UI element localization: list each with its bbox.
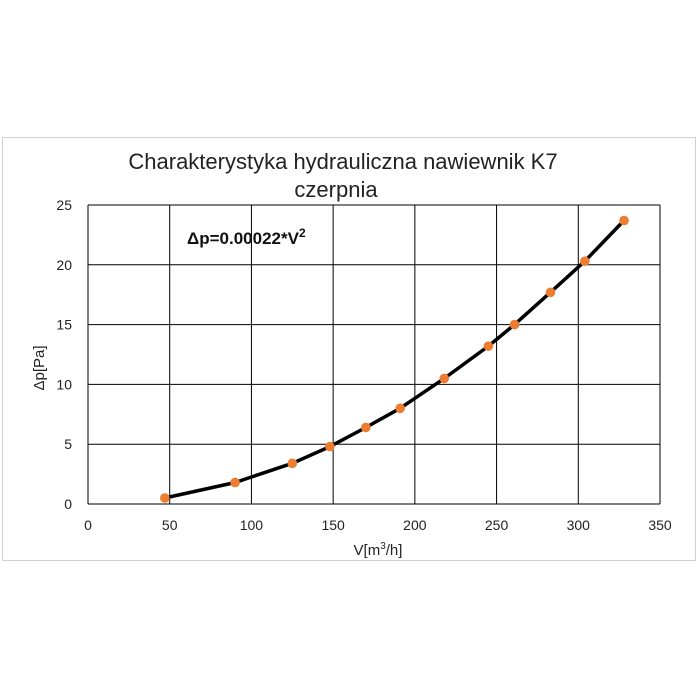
x-axis-label-exponent: 3 bbox=[380, 541, 386, 552]
data-point bbox=[619, 215, 629, 226]
y-tick-label: 25 bbox=[56, 197, 72, 213]
x-tick-label: 50 bbox=[162, 517, 178, 533]
tick-labels: 0 50 100 150 200 250 300 350 0 5 10 15 20 25 bbox=[56, 197, 671, 533]
x-tick-label: 100 bbox=[240, 517, 264, 533]
y-tick-label: 0 bbox=[64, 496, 72, 512]
equation-base: Δp=0.00022*V bbox=[187, 229, 300, 248]
series-line bbox=[163, 218, 626, 500]
x-axis-label-tail: /h] bbox=[386, 542, 403, 559]
x-tick-label: 300 bbox=[567, 517, 591, 533]
grid bbox=[87, 204, 661, 505]
chart-frame: Charakterystyka hydrauliczna nawiewnik K… bbox=[2, 137, 696, 561]
x-tick-label: 0 bbox=[84, 517, 92, 533]
x-tick-label: 150 bbox=[321, 517, 345, 533]
chart-svg: Charakterystyka hydrauliczna nawiewnik K… bbox=[31, 149, 672, 559]
data-point bbox=[580, 256, 590, 267]
y-tick-label: 10 bbox=[56, 376, 72, 392]
equation-exponent: 2 bbox=[299, 226, 306, 240]
data-point bbox=[230, 477, 240, 488]
data-point bbox=[483, 341, 494, 351]
chart-title-line2: czerpnia bbox=[294, 177, 378, 202]
y-tick-label: 20 bbox=[56, 257, 72, 273]
y-tick-label: 5 bbox=[64, 436, 72, 452]
x-axis-label: V[m3/h] bbox=[354, 541, 403, 559]
chart-title-line1: Charakterystyka hydrauliczna nawiewnik K… bbox=[128, 149, 557, 174]
data-point bbox=[361, 422, 371, 433]
data-point bbox=[545, 287, 556, 298]
x-tick-label: 200 bbox=[403, 517, 427, 533]
x-tick-label: 250 bbox=[485, 517, 509, 533]
data-point bbox=[395, 403, 405, 414]
data-point bbox=[287, 458, 298, 469]
data-point bbox=[325, 441, 335, 452]
x-axis-label-base: V[m bbox=[354, 542, 381, 559]
x-tick-label: 350 bbox=[648, 517, 672, 533]
data-point bbox=[160, 493, 170, 503]
y-axis-label: Δp[Pa] bbox=[31, 345, 48, 390]
y-tick-label: 15 bbox=[56, 317, 72, 333]
data-point bbox=[509, 319, 520, 330]
equation-annotation: Δp=0.00022*V2 bbox=[187, 226, 306, 248]
data-point bbox=[439, 373, 450, 384]
series bbox=[160, 215, 629, 503]
